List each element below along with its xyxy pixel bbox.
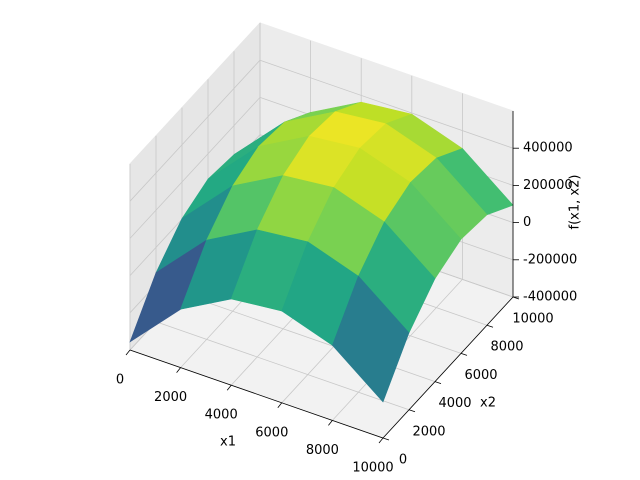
y-tick-label: 6000 — [464, 368, 497, 383]
y-tick — [434, 381, 442, 384]
x-tick-label: 0 — [116, 373, 124, 388]
x-tick — [176, 367, 181, 373]
x-tick — [378, 437, 384, 444]
x-tick — [277, 402, 283, 409]
grid-line — [155, 321, 410, 411]
z-tick-label: 400000 — [523, 141, 573, 156]
grid-line — [259, 59, 514, 149]
surface — [129, 101, 514, 403]
axes: 0 2000 4000 6000 8000 10000 0 2000 4000 6000 8000 1… — [116, 111, 577, 476]
z-tick-label: 0 — [523, 215, 531, 230]
y-tick — [408, 409, 416, 413]
x-tick-label: 6000 — [255, 425, 288, 440]
z-axis-label: f(x1, x2) — [568, 175, 583, 230]
y-tick-label: 10000 — [512, 312, 553, 327]
y-tick — [486, 324, 494, 328]
z-tick-label: 200000 — [523, 178, 573, 193]
grid-line — [129, 59, 261, 202]
grid-line — [129, 97, 261, 239]
x-tick-label: 4000 — [205, 408, 238, 423]
x-tick-label: 2000 — [154, 390, 187, 405]
y-tick-label: 2000 — [412, 424, 445, 439]
x-tick — [328, 420, 333, 426]
y-tick-label: 0 — [399, 453, 407, 468]
z-tick-label: -400000 — [523, 290, 577, 305]
x-tick — [125, 349, 131, 356]
y-tick — [460, 353, 468, 356]
y-tick — [382, 437, 390, 441]
y-tick-label: 4000 — [438, 396, 471, 411]
y-axis-label: x2 — [480, 396, 496, 411]
x-tick-label: 10000 — [352, 461, 393, 476]
x-tick — [226, 384, 232, 391]
x-tick-label: 8000 — [306, 443, 339, 458]
x-axis-label: x1 — [220, 435, 236, 450]
surface-cell — [332, 275, 410, 403]
x-axis-line — [129, 349, 384, 439]
z-tick-label: -200000 — [523, 252, 577, 267]
y-axis-line — [382, 296, 514, 439]
y-tick-label: 8000 — [490, 340, 523, 355]
